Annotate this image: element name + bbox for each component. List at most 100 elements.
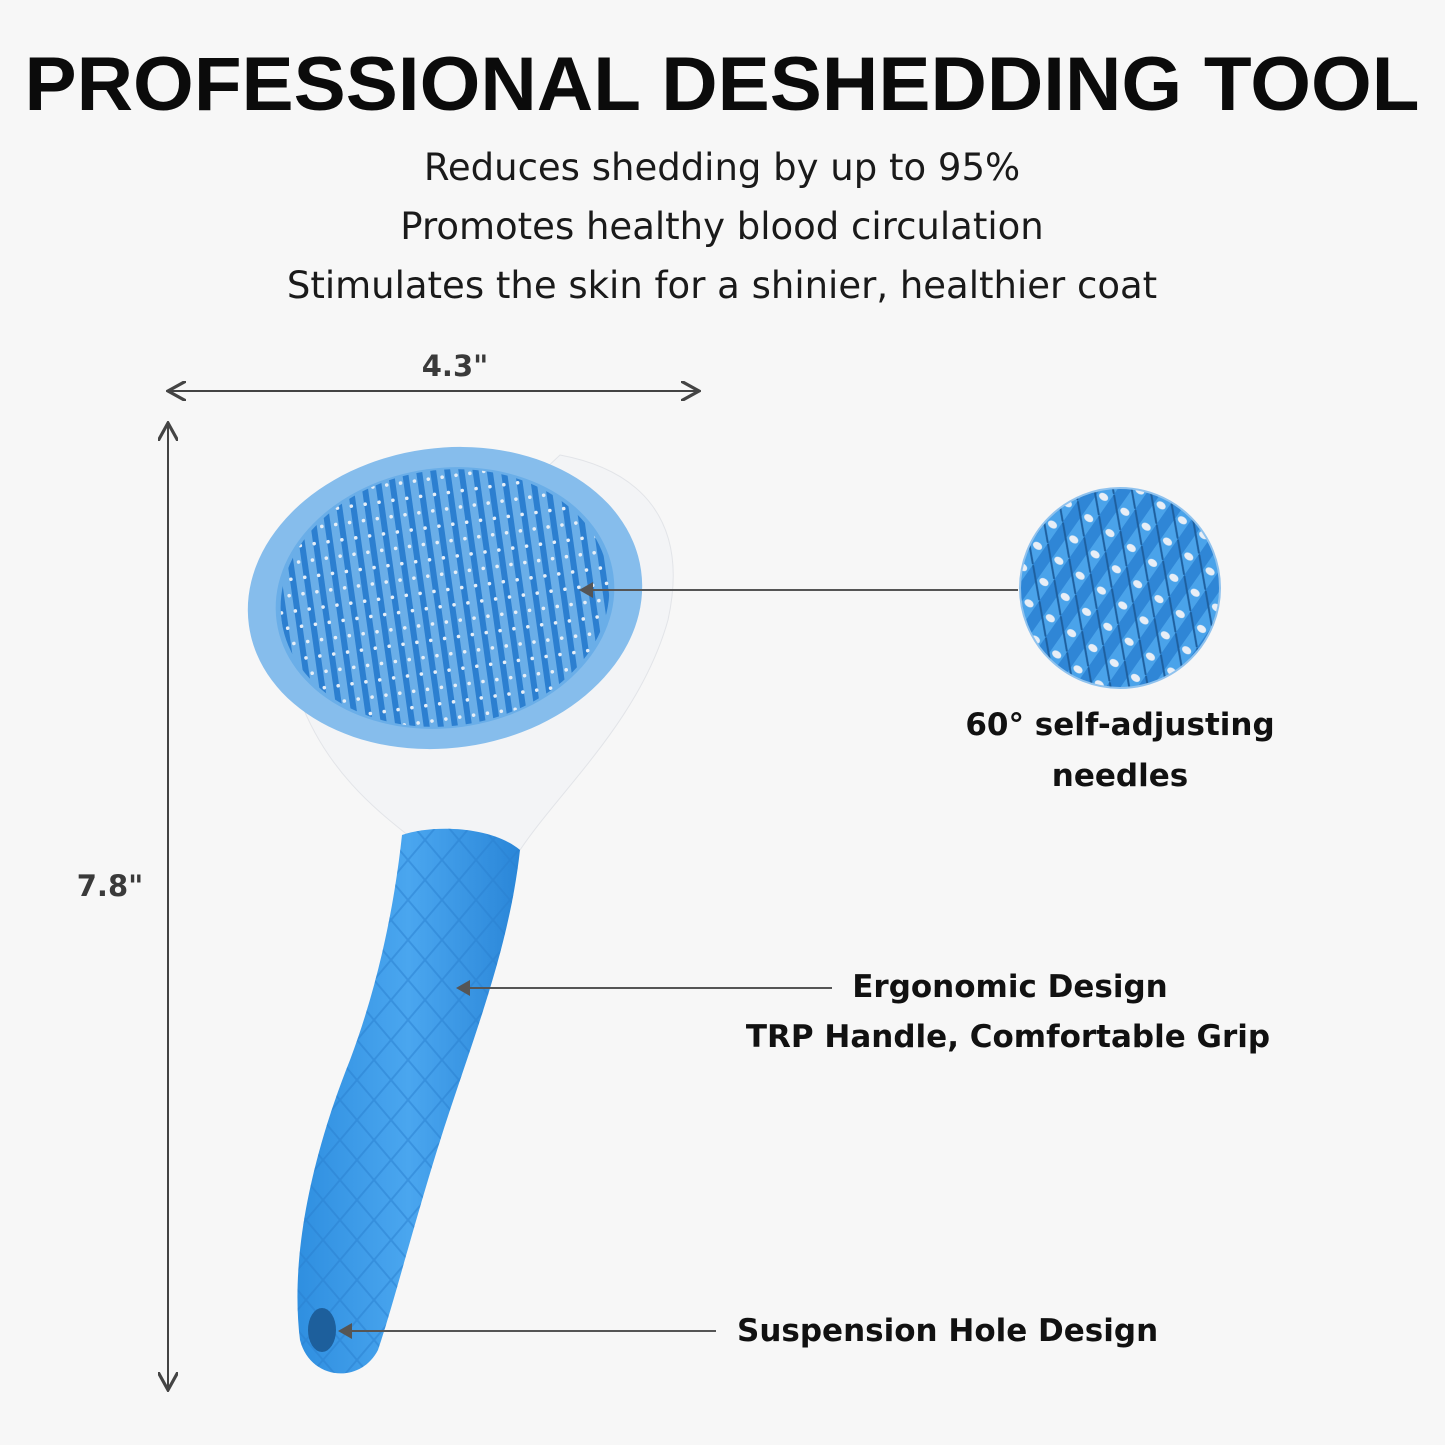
needle-tip [351,665,356,670]
needle-tip [292,641,296,646]
needle-tip [444,507,449,511]
needle-tip [564,668,568,672]
needle-tip [587,632,592,637]
needle-tip [532,640,536,644]
bristle-row [513,456,556,715]
needle-tip [485,711,490,716]
needle-tip [424,703,428,708]
needle-tip [316,573,321,578]
needle-tip [580,536,584,541]
needle-tip [356,584,361,588]
needle-tip [375,629,379,634]
needle-tip [349,504,354,508]
needle-tip [415,640,419,645]
needle-tip [479,599,484,603]
needle-tip [495,677,499,682]
needle-tip [369,614,373,619]
needle-tip [438,604,442,609]
needle-tip [338,667,342,672]
needle-tip [407,544,412,549]
needle-tip [585,648,590,653]
bristle-row [540,452,583,711]
needle-tip [521,593,526,597]
needle-tip [500,499,504,503]
needle-tip [264,532,269,537]
needle-tip [305,639,310,644]
needle-tip [287,496,292,501]
needle-tip [435,653,439,658]
bristle-row [457,464,500,723]
needle-tip [526,624,530,629]
needle-tip [370,695,374,699]
needle-tip [515,480,520,485]
needle-tip [365,663,370,668]
needle-tip [338,554,342,558]
needle-tip [396,707,400,712]
needle-tip [421,542,426,547]
needle-tip [389,628,393,632]
needle-tip [356,697,361,701]
needle-tip [418,494,423,499]
needle-tip [548,508,552,513]
needle-tip [504,531,509,535]
needle-tip [304,656,308,660]
needle-tip [389,514,393,519]
needle-tip [499,709,504,714]
needle-tip [333,522,338,527]
needle-tip [416,721,420,725]
needle-tip [461,666,465,670]
needles-detail-image [1019,487,1221,689]
needle-tip [425,574,430,578]
needle-tip [559,636,564,640]
needle-tip [353,536,358,540]
needle-tip [474,486,478,491]
needle-tip [435,540,440,545]
needle-tip [550,556,555,561]
needle-tip [484,630,489,635]
needles-label-line1: 60° self-adjusting [965,707,1274,743]
needle-tip [598,566,603,570]
needle-tip [393,546,398,551]
needle-tip [322,685,327,690]
needle-tip [403,512,407,517]
needle-tip [433,670,438,674]
needle-tip [472,503,477,507]
bristle-row [374,475,417,735]
needle-tip [410,705,414,710]
needle-tip [373,646,378,650]
needle-tip [372,565,376,570]
needle-tip [476,648,481,652]
needle-tip [413,559,418,564]
needle-tip [370,582,375,586]
needle-tip [506,514,511,519]
needle-tip [409,528,414,532]
needle-tip [381,532,386,536]
needle-tip [384,693,388,697]
needle-tip [441,556,446,560]
needle-tip [307,607,312,611]
needle-tip [490,646,495,650]
benefit-2: Promotes healthy blood circulation [400,205,1043,248]
needle-tip [440,475,444,480]
needle-tip [487,581,492,586]
needle-tip [464,520,469,525]
needle-tip [561,506,566,511]
bristle-row [471,462,514,721]
needle-tip [458,505,463,509]
needle-tip [342,699,347,703]
bristle-row [499,458,542,717]
needle-tip [572,650,576,655]
bristle-row [318,483,362,742]
needle-tip [470,632,475,637]
needle-tip [493,597,498,601]
needle-tip [336,683,340,688]
needle-tip [361,631,365,636]
bristle-row [360,477,403,737]
needle-tip [402,626,407,630]
needle-tip [432,492,437,497]
needle-tip [583,600,587,605]
needle-tip [285,626,290,630]
bristle-row [554,450,597,709]
